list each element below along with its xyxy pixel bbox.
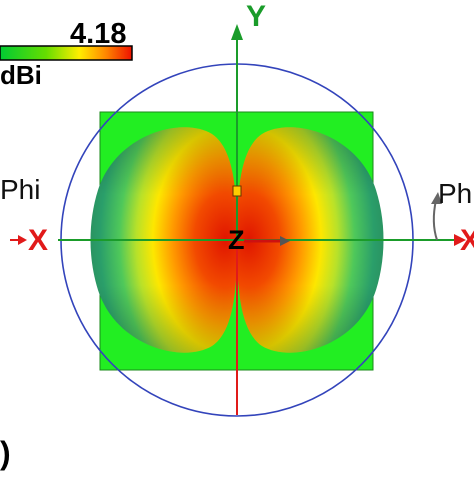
x-axis-right-arrow	[454, 234, 466, 246]
legend-color-bar	[0, 45, 133, 61]
x-axis-label-right: X	[460, 224, 474, 257]
phi-arrow-head	[431, 192, 442, 204]
legend-max-value: 4.18	[70, 18, 127, 50]
legend-unit: dBi	[0, 60, 42, 90]
x-axis-left-arrow	[18, 235, 27, 245]
z-axis-label: Z	[228, 225, 245, 255]
phi-arrow-curve	[432, 199, 438, 241]
center-marker	[232, 185, 242, 197]
y-axis-label: Y	[246, 0, 267, 33]
phi-label-left: Phi	[0, 174, 41, 205]
phi-label-right: Phi	[438, 178, 474, 209]
y-axis-arrow	[231, 24, 243, 40]
center-x-arrow-head	[280, 236, 290, 246]
corner-text: )	[0, 435, 11, 471]
x-axis-label-left: X	[28, 224, 49, 257]
